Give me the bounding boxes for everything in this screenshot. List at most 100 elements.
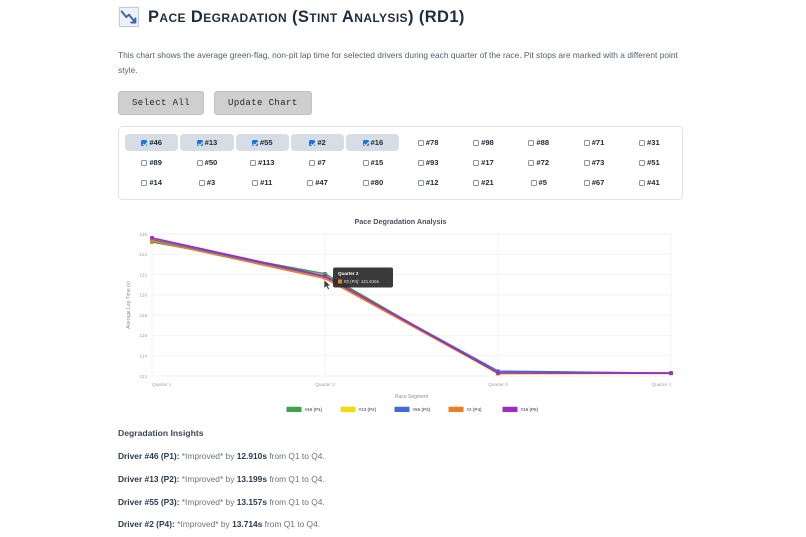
driver-checkbox[interactable] [309,159,316,166]
legend-label[interactable]: #55 (P3) [413,407,431,412]
driver-chip-15[interactable]: #15 [346,154,399,171]
driver-checkbox[interactable] [473,179,480,186]
data-point[interactable] [669,371,673,376]
driver-checkbox[interactable] [196,139,203,146]
driver-checkbox[interactable] [417,179,424,186]
driver-chip-17[interactable]: #17 [457,154,510,171]
driver-label: #47 [315,178,328,188]
driver-chip-67[interactable]: #67 [567,174,620,191]
driver-grid: #46 #13 #55 #2 #16 #78 #98 #88 #71 #31 #89 #50 #113 #… [125,134,676,191]
y-tick-label: 116 [140,334,148,339]
driver-chip-113[interactable]: #113 [236,154,289,171]
driver-chip-73[interactable]: #73 [567,154,620,171]
insight-verb: *Improved* by [181,496,235,507]
insight-verb: *Improved* by [181,451,235,462]
driver-checkbox[interactable] [362,159,369,166]
driver-checkbox[interactable] [251,139,258,146]
legend-swatch[interactable] [448,407,464,413]
driver-checkbox[interactable] [473,139,480,146]
driver-checkbox[interactable] [362,179,369,186]
select-all-button[interactable]: Select All [118,91,205,116]
driver-chip-16[interactable]: #16 [346,134,400,152]
legend-swatch[interactable] [502,407,518,413]
driver-checkbox[interactable] [141,179,148,186]
driver-chip-11[interactable]: #11 [236,174,289,191]
driver-chip-55[interactable]: #55 [235,134,289,152]
data-point[interactable] [150,239,154,244]
driver-checkbox[interactable] [639,159,645,166]
insight-amount: 12.910s [236,451,267,462]
driver-chip-93[interactable]: #93 [401,154,454,171]
driver-chip-80[interactable]: #80 [346,174,399,191]
driver-checkbox[interactable] [198,179,205,186]
data-point[interactable] [323,274,327,279]
driver-checkbox[interactable] [583,179,590,186]
driver-checkbox[interactable] [141,139,148,146]
legend-swatch[interactable] [286,407,302,413]
driver-label: #31 [647,138,660,148]
driver-checkbox[interactable] [417,139,424,146]
driver-label: #7 [317,158,326,168]
driver-chip-50[interactable]: #50 [180,154,233,171]
legend-swatch[interactable] [340,407,356,413]
driver-checkbox[interactable] [417,159,424,166]
driver-checkbox[interactable] [530,179,537,186]
driver-chip-41[interactable]: #41 [623,174,676,191]
update-chart-button[interactable]: Update Chart [214,91,312,116]
driver-chip-31[interactable]: #31 [623,134,676,151]
driver-checkbox[interactable] [528,139,535,146]
driver-chip-46[interactable]: #46 [125,134,179,152]
legend-label[interactable]: #2 (P4) [467,407,483,412]
mouse-cursor-icon [323,279,332,291]
driver-checkbox[interactable] [473,159,480,166]
driver-checkbox[interactable] [252,179,259,186]
legend-label[interactable]: #16 (P5) [521,407,539,412]
driver-chip-3[interactable]: #3 [180,174,233,191]
driver-checkbox[interactable] [583,139,590,146]
driver-chip-7[interactable]: #7 [291,154,344,171]
insight-suffix: from Q1 to Q4. [264,519,321,530]
data-point[interactable] [496,371,500,376]
page-description: This chart shows the average green-flag,… [118,50,678,75]
toolbar: Select All Update Chart [118,91,694,116]
legend-label[interactable]: #46 (P1) [305,407,323,412]
driver-chip-98[interactable]: #98 [457,134,510,151]
driver-checkbox[interactable] [639,139,645,146]
y-tick-label: 126 [139,232,147,237]
insight-driver: Driver #2 (P4): [118,519,175,530]
driver-checkbox[interactable] [196,159,203,166]
driver-chip-89[interactable]: #89 [125,154,178,171]
driver-checkbox[interactable] [362,139,369,146]
driver-chip-78[interactable]: #78 [401,134,454,151]
driver-chip-47[interactable]: #47 [291,174,344,191]
driver-checkbox[interactable] [583,159,590,166]
driver-label: #89 [149,158,162,168]
driver-checkbox[interactable] [141,159,148,166]
chart-tooltip: Quarter 2 #2 (P4): 121.616s [333,267,393,288]
driver-checkbox[interactable] [639,179,645,186]
y-tick-label: 112 [140,374,148,379]
driver-chip-88[interactable]: #88 [512,134,565,151]
driver-label: #14 [149,178,162,188]
driver-checkbox[interactable] [307,179,314,186]
driver-chip-12[interactable]: #12 [401,174,454,191]
driver-checkbox[interactable] [309,139,316,146]
x-tick-label: Quarter 2 [315,382,335,387]
driver-label: #50 [204,158,218,168]
driver-chip-13[interactable]: #13 [180,134,234,152]
driver-chip-51[interactable]: #51 [623,154,676,171]
series-line [151,241,672,375]
driver-chip-2[interactable]: #2 [290,134,345,152]
driver-checkbox[interactable] [250,159,256,166]
driver-label: #67 [591,178,605,188]
driver-chip-5[interactable]: #5 [512,174,565,191]
driver-checkbox[interactable] [528,159,535,166]
driver-chip-14[interactable]: #14 [125,174,178,191]
legend-label[interactable]: #13 (P2) [359,407,377,412]
legend-swatch[interactable] [394,407,410,413]
driver-chip-72[interactable]: #72 [512,154,565,171]
driver-chip-21[interactable]: #21 [457,174,510,191]
data-point[interactable] [150,236,154,241]
driver-chip-71[interactable]: #71 [567,134,620,151]
series-line [151,237,672,375]
